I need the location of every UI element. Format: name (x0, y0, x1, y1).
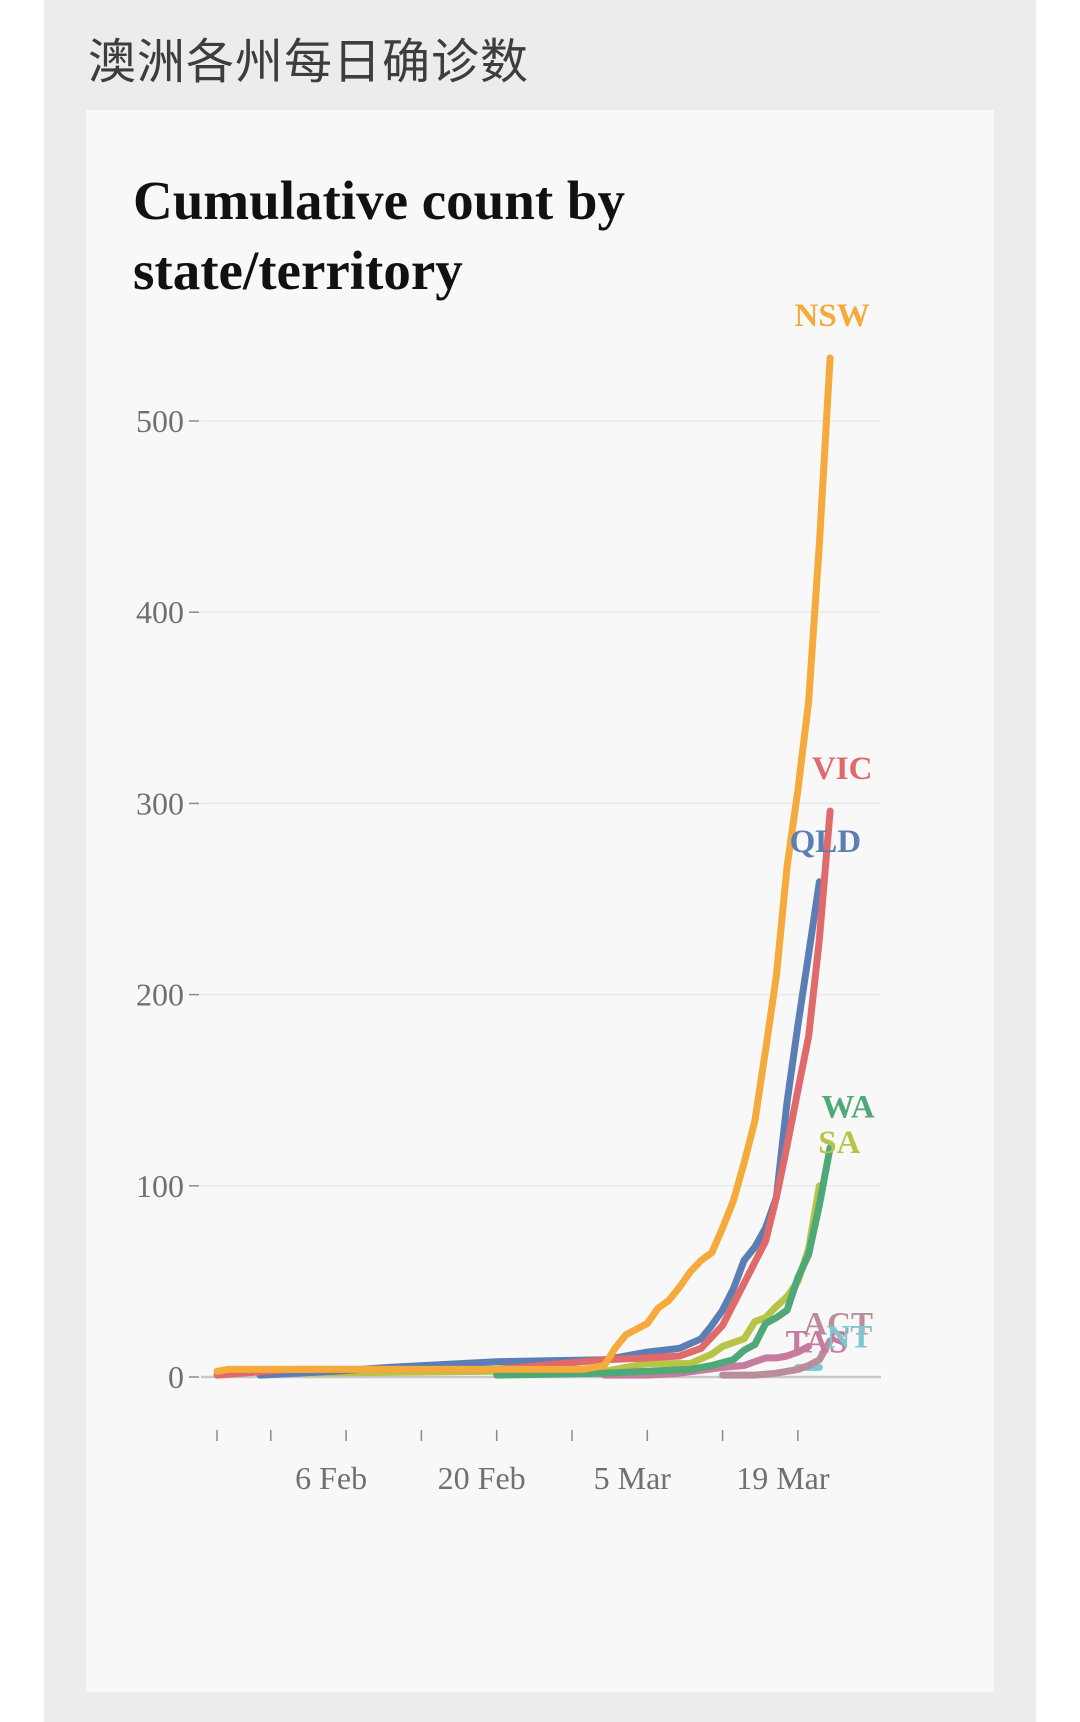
series-label-nsw: NSW (795, 298, 870, 334)
ytick-label-100: 100 (136, 1168, 184, 1204)
series-line-vic (213, 807, 834, 1379)
chart-card: Cumulative count by state/territory 0 100… (86, 110, 994, 1692)
y-axis: 0 100 200 300 400 500 (136, 403, 199, 1395)
series-line-act (719, 1337, 834, 1379)
gridlines (201, 420, 881, 1379)
series-line-wa (493, 1144, 834, 1379)
xtick-label-6: 5 Mar (594, 1460, 672, 1496)
ytick-label-200: 200 (136, 977, 184, 1013)
series-label-act: ACT (803, 1307, 873, 1343)
ytick-label-500: 500 (136, 403, 184, 439)
series-label-sa: SA (818, 1125, 860, 1161)
series-line-tas (600, 1342, 813, 1379)
series-lines (213, 354, 834, 1379)
series-label-qld: QLD (790, 824, 862, 860)
series-label-vic: VIC (812, 751, 873, 787)
page-header-title: 澳洲各州每日确诊数 (88, 34, 530, 90)
x-axis: 6 Feb 20 Feb 5 Mar 19 Mar (216, 1430, 830, 1496)
xtick-label-8: 19 Mar (736, 1460, 830, 1496)
series-label-tas: TAS (786, 1324, 848, 1360)
series-line-qld (256, 878, 823, 1379)
xtick-label-2: 6 Feb (295, 1460, 367, 1496)
series-line-nsw (213, 354, 834, 1375)
ytick-label-0: 0 (168, 1359, 184, 1395)
series-label-wa: WA (822, 1090, 875, 1126)
chart-title: Cumulative count by state/territory (133, 170, 625, 301)
ytick-label-400: 400 (136, 594, 184, 630)
series-label-nt: NT (826, 1319, 872, 1355)
xtick-label-4: 20 Feb (438, 1460, 526, 1496)
ytick-label-300: 300 (136, 785, 184, 821)
